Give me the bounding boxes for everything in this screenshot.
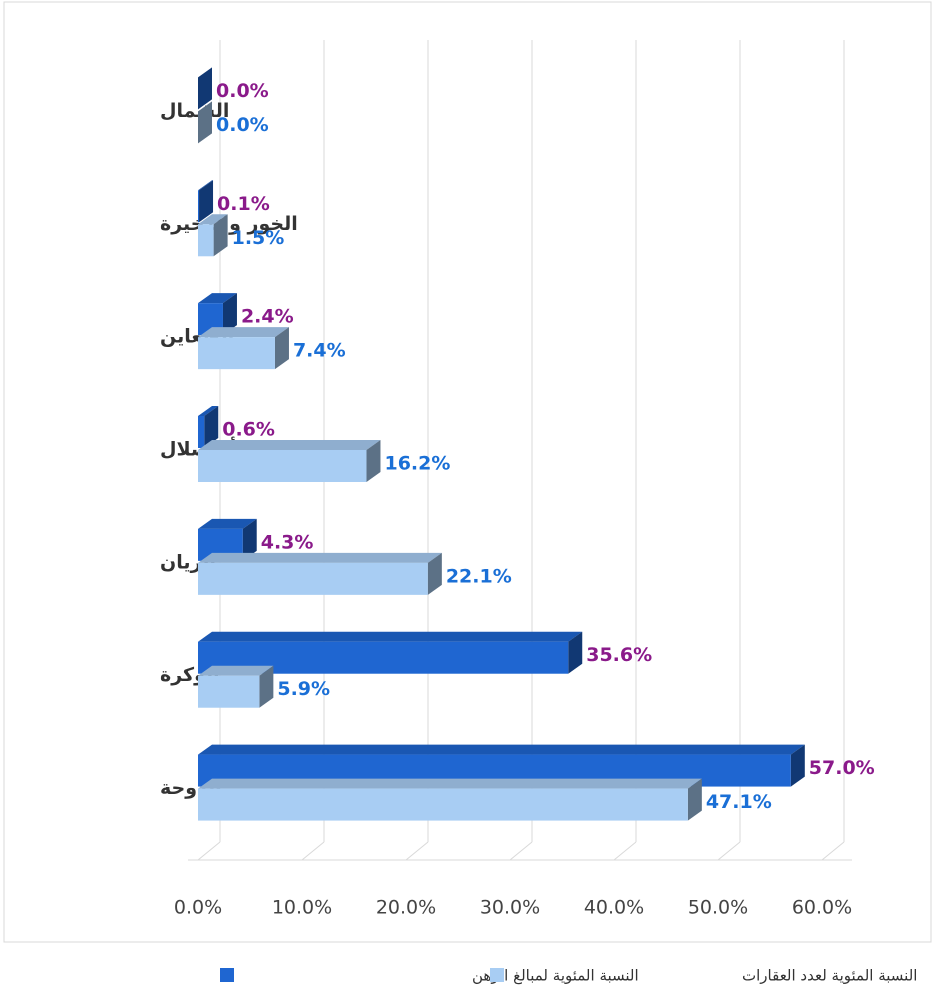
bar: [198, 675, 260, 708]
legend-swatch: [220, 968, 234, 982]
value-label: 0.0%: [216, 114, 269, 136]
value-label: 47.1%: [706, 791, 772, 813]
bar-side: [222, 293, 237, 336]
bar-side: [568, 631, 583, 674]
bar-top: [198, 440, 381, 450]
x-tick-label: 20.0%: [376, 897, 436, 919]
x-tick-label: 50.0%: [688, 897, 748, 919]
grid-line: [405, 841, 429, 861]
x-tick-label: 60.0%: [792, 897, 852, 919]
value-label: 0.1%: [217, 193, 270, 215]
bar-top: [198, 180, 214, 191]
bar: [198, 416, 205, 448]
grid-line: [717, 841, 741, 861]
value-label: 16.2%: [384, 453, 450, 475]
value-label: 2.4%: [241, 306, 294, 328]
bar-top: [198, 293, 237, 304]
chart-frame: [3, 1, 932, 943]
bar-side: [198, 101, 212, 144]
bar-top: [198, 518, 257, 529]
bar-top: [198, 744, 805, 755]
value-label: 35.6%: [586, 644, 652, 666]
value-label: 0.0%: [216, 80, 269, 102]
value-label: 7.4%: [293, 340, 346, 362]
bar-side: [242, 518, 257, 561]
bar-side: [687, 778, 702, 821]
legend-label: النسبة المئوية لعدد العقارات: [742, 967, 917, 985]
bar: [198, 224, 214, 257]
value-label: 57.0%: [809, 757, 875, 779]
bar-top: [198, 214, 228, 225]
category-label: الشمال: [160, 100, 229, 122]
bar: [198, 788, 688, 821]
legend-label: النسبة المئوية لمبالغ الرهن: [472, 967, 639, 985]
bar-top: [198, 778, 702, 789]
grid-line: [197, 841, 221, 861]
grid-line: [509, 841, 533, 861]
grid-line: [821, 841, 845, 861]
x-tick-label: 10.0%: [272, 897, 332, 919]
bar-top: [198, 406, 219, 416]
bar-side: [366, 440, 381, 482]
bar-side: [274, 327, 289, 370]
grid-line: [301, 841, 325, 861]
bar-top: [198, 327, 289, 338]
category-label: الخور والذخيرة: [160, 213, 298, 235]
value-label: 5.9%: [277, 678, 330, 700]
value-label: 4.3%: [261, 531, 314, 553]
bar-side: [427, 552, 442, 595]
bar: [198, 190, 200, 223]
bar-side: [790, 744, 805, 787]
bar-top: [198, 665, 274, 676]
x-tick-label: 30.0%: [480, 897, 540, 919]
grid-line: [613, 841, 637, 861]
x-tick-label: 40.0%: [584, 897, 644, 919]
bar: [198, 450, 367, 482]
legend-swatch: [490, 968, 504, 982]
value-label: 0.6%: [222, 419, 275, 441]
value-label: 1.5%: [232, 227, 285, 249]
bar-side: [204, 406, 219, 448]
bar-side: [213, 214, 228, 257]
bar-side: [199, 180, 214, 223]
bar-top: [198, 631, 583, 642]
bar-side: [198, 67, 212, 110]
bar-top: [198, 552, 442, 563]
bar: [198, 337, 275, 370]
bar: [198, 562, 428, 595]
value-label: 22.1%: [446, 565, 512, 587]
x-tick-label: 0.0%: [174, 897, 222, 919]
bar-side: [259, 665, 274, 708]
